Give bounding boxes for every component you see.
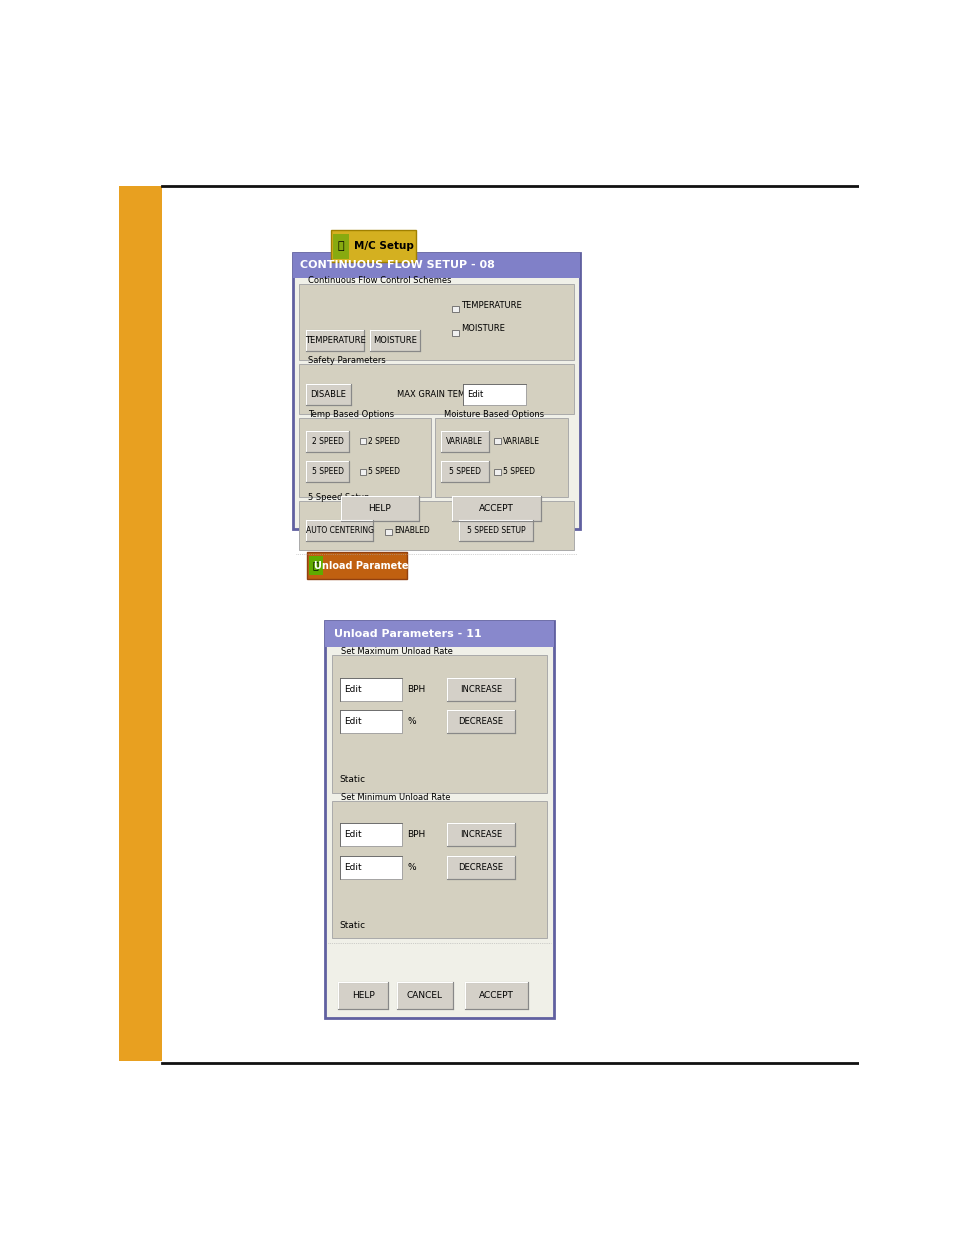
- Text: ACCEPT: ACCEPT: [478, 990, 514, 1000]
- Bar: [339, 824, 402, 846]
- Text: 5 SPEED: 5 SPEED: [368, 467, 400, 475]
- Text: MOISTURE: MOISTURE: [373, 336, 416, 345]
- Bar: [331, 230, 416, 262]
- Text: CONTINUOUS FLOW SETUP - 08: CONTINUOUS FLOW SETUP - 08: [300, 261, 495, 270]
- Bar: [332, 655, 546, 793]
- Bar: [333, 233, 349, 258]
- Bar: [435, 419, 567, 498]
- Bar: [339, 710, 402, 734]
- Bar: [306, 520, 373, 541]
- Bar: [452, 496, 540, 521]
- Text: Edit: Edit: [344, 862, 361, 872]
- Text: INCREASE: INCREASE: [459, 684, 501, 694]
- Text: AUTO CENTERING: AUTO CENTERING: [305, 526, 374, 535]
- Bar: [332, 800, 546, 939]
- Bar: [452, 306, 458, 312]
- Bar: [494, 438, 500, 445]
- Bar: [293, 253, 579, 529]
- Bar: [298, 419, 430, 498]
- Bar: [293, 253, 579, 278]
- Bar: [306, 461, 349, 482]
- Text: Edit: Edit: [344, 830, 361, 840]
- Text: Safety Parameters: Safety Parameters: [308, 356, 385, 366]
- Text: Set Maximum Unload Rate: Set Maximum Unload Rate: [341, 647, 453, 656]
- Text: 5 SPEED SETUP: 5 SPEED SETUP: [467, 526, 525, 535]
- Text: VARIABLE: VARIABLE: [446, 437, 483, 446]
- Text: DISABLE: DISABLE: [311, 390, 346, 399]
- Bar: [385, 529, 392, 535]
- Bar: [462, 384, 525, 405]
- Text: 2 SPEED: 2 SPEED: [368, 437, 400, 446]
- Text: %: %: [407, 718, 416, 726]
- Bar: [306, 431, 349, 452]
- Bar: [339, 856, 402, 878]
- Bar: [494, 469, 500, 474]
- Bar: [465, 982, 528, 1009]
- Text: BPH: BPH: [407, 830, 425, 840]
- Bar: [440, 431, 488, 452]
- Bar: [446, 824, 515, 846]
- Text: Continuous Flow Control Schemes: Continuous Flow Control Schemes: [308, 277, 451, 285]
- Text: M/C Setup: M/C Setup: [354, 241, 414, 251]
- Text: %: %: [407, 862, 416, 872]
- Text: 5 SPEED: 5 SPEED: [502, 467, 535, 475]
- Bar: [119, 186, 162, 1061]
- Text: 🔄: 🔄: [313, 561, 318, 571]
- Text: Edit: Edit: [467, 390, 483, 399]
- Text: Edit: Edit: [344, 718, 361, 726]
- Text: ENABLED: ENABLED: [394, 526, 430, 535]
- Text: Unload Parameters - 11: Unload Parameters - 11: [334, 629, 480, 640]
- Text: BPH: BPH: [407, 684, 425, 694]
- Text: 2 SPEED: 2 SPEED: [312, 437, 343, 446]
- Text: CANCEL: CANCEL: [407, 990, 442, 1000]
- Bar: [339, 678, 402, 700]
- Text: TEMPERATURE: TEMPERATURE: [304, 336, 365, 345]
- Text: Temp Based Options: Temp Based Options: [308, 410, 394, 419]
- Bar: [337, 982, 388, 1009]
- Bar: [452, 330, 458, 336]
- Text: 5 SPEED: 5 SPEED: [449, 467, 480, 475]
- Text: VARIABLE: VARIABLE: [502, 437, 539, 446]
- Bar: [306, 384, 351, 405]
- Text: MOISTURE: MOISTURE: [460, 325, 504, 333]
- Bar: [324, 621, 554, 647]
- Text: DECREASE: DECREASE: [457, 718, 503, 726]
- Text: Unload Parameters: Unload Parameters: [314, 561, 418, 571]
- Bar: [298, 364, 574, 415]
- Bar: [370, 330, 419, 351]
- Text: 5 Speed Setup: 5 Speed Setup: [308, 493, 369, 501]
- Text: 5 SPEED: 5 SPEED: [312, 467, 343, 475]
- Bar: [440, 461, 488, 482]
- Bar: [459, 520, 533, 541]
- Bar: [446, 856, 515, 878]
- Text: HELP: HELP: [368, 504, 391, 513]
- Bar: [298, 501, 574, 551]
- Text: ACCEPT: ACCEPT: [478, 504, 514, 513]
- Text: Moisture Based Options: Moisture Based Options: [443, 410, 543, 419]
- Text: DECREASE: DECREASE: [457, 862, 503, 872]
- Text: INCREASE: INCREASE: [459, 830, 501, 840]
- Bar: [359, 438, 366, 445]
- Text: Edit: Edit: [344, 684, 361, 694]
- Bar: [298, 284, 574, 361]
- Text: 🌽: 🌽: [337, 241, 344, 251]
- Text: TEMPERATURE: TEMPERATURE: [460, 300, 521, 310]
- Bar: [359, 469, 366, 474]
- Bar: [307, 552, 406, 579]
- Bar: [396, 982, 453, 1009]
- Text: Static: Static: [339, 920, 365, 930]
- Text: MAX GRAIN TEMP: MAX GRAIN TEMP: [396, 390, 469, 399]
- Bar: [446, 710, 515, 734]
- Bar: [341, 496, 418, 521]
- Bar: [306, 330, 364, 351]
- Text: Set Minimum Unload Rate: Set Minimum Unload Rate: [341, 793, 450, 802]
- Bar: [309, 556, 322, 576]
- Bar: [324, 621, 554, 1019]
- Text: Static: Static: [339, 776, 365, 784]
- Bar: [446, 678, 515, 700]
- Text: HELP: HELP: [352, 990, 375, 1000]
